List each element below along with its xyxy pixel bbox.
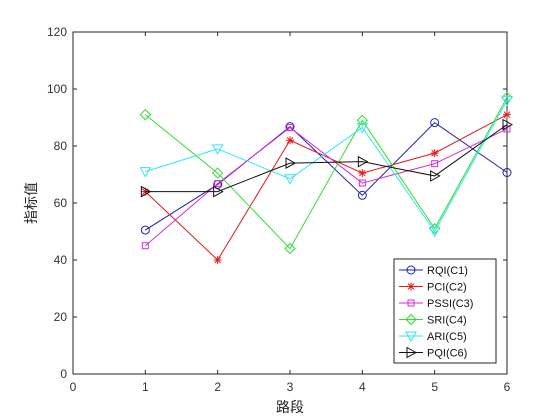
data-point	[213, 256, 222, 264]
series-line	[144, 114, 508, 261]
data-point	[356, 122, 369, 134]
data-point	[140, 185, 152, 198]
legend-marker	[405, 313, 417, 326]
data-point	[356, 114, 369, 127]
data-point	[141, 187, 150, 196]
data-point	[428, 227, 441, 238]
y-axis-label: 指标值	[24, 182, 40, 224]
data-point	[139, 167, 152, 178]
data-point	[430, 149, 439, 158]
data-point	[501, 95, 513, 107]
data-point	[358, 179, 366, 187]
data-point	[430, 118, 440, 128]
data-point	[284, 242, 296, 255]
legend-item: SRI(C4)	[399, 313, 467, 327]
legend-marker	[407, 299, 415, 307]
legend-item: PCI(C2)	[399, 282, 467, 294]
x-tick-label: 4	[359, 380, 366, 394]
data-point	[284, 174, 296, 185]
y-tick-label: 120	[47, 25, 67, 39]
series-line	[145, 126, 508, 247]
y-tick-label: 100	[47, 82, 67, 96]
data-point	[357, 190, 367, 200]
x-tick-label: 1	[142, 380, 149, 394]
legend-marker	[406, 346, 418, 359]
data-point	[213, 185, 224, 198]
x-tick-label: 2	[214, 380, 221, 394]
y-tick-label: 40	[54, 253, 68, 267]
legend-label: ARI(C5)	[427, 331, 467, 343]
x-axis-label: 路段	[276, 400, 304, 416]
legend-box	[393, 258, 497, 364]
x-tick-label: 3	[287, 380, 294, 394]
legend-label: PSSI(C3)	[427, 298, 473, 310]
data-point	[140, 225, 150, 235]
data-point	[214, 180, 222, 188]
data-point	[502, 118, 514, 131]
data-point	[286, 136, 294, 145]
data-point	[211, 144, 224, 155]
series-pci-c2-	[141, 110, 511, 264]
data-point	[430, 170, 441, 182]
y-tick-label: 60	[54, 196, 68, 210]
x-tick-label: 6	[504, 380, 511, 394]
series-pssi-c3-	[141, 123, 511, 250]
series-pqi-c6-	[140, 118, 514, 198]
y-tick-label: 80	[54, 139, 68, 153]
data-point	[286, 123, 294, 131]
legend-item: RQI(C1)	[399, 265, 468, 277]
legend-item: ARI(C5)	[399, 331, 467, 343]
data-point	[139, 108, 152, 121]
y-tick-label: 20	[54, 310, 68, 324]
data-point	[141, 242, 149, 250]
legend-marker	[407, 282, 415, 291]
series-line	[145, 100, 508, 233]
legend-marker	[406, 265, 416, 275]
series-ari-c5-	[139, 95, 513, 238]
legend-marker	[405, 331, 417, 343]
data-point	[503, 110, 511, 119]
data-point	[357, 155, 369, 168]
x-tick-label: 5	[431, 380, 438, 394]
legend-label: SRI(C4)	[427, 315, 467, 327]
series-line	[145, 124, 508, 193]
legend-label: PCI(C2)	[427, 282, 467, 294]
data-point	[502, 168, 512, 178]
legend: RQI(C1) PCI(C2) PSSI(C3) SRI(C4) ARI(C5) PQI(…	[393, 258, 497, 364]
data-point	[501, 91, 513, 104]
data-point	[358, 169, 367, 178]
data-point	[211, 167, 224, 179]
series-layer	[139, 91, 514, 264]
data-point	[285, 157, 297, 169]
legend-item: PQI(C6)	[399, 346, 467, 360]
y-tick-label: 0	[60, 367, 67, 381]
x-tick-label: 0	[70, 380, 77, 394]
legend-label: PQI(C6)	[427, 348, 467, 360]
data-point	[431, 160, 439, 168]
legend-item: PSSI(C3)	[399, 298, 473, 310]
series-line	[145, 97, 508, 250]
legend-label: RQI(C1)	[427, 265, 468, 277]
